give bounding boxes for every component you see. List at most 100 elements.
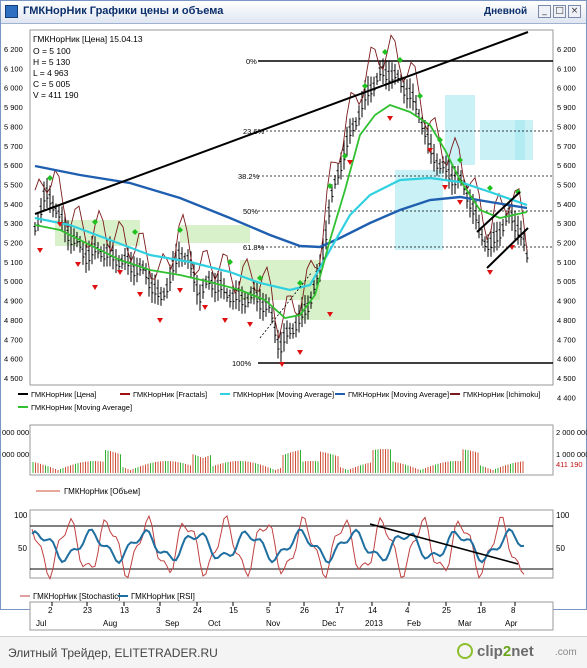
price-tick-left: 4 800 [4,316,23,325]
price-tick-right: 6 000 [557,84,576,93]
fractal-down-marker [457,200,463,205]
x-day-label: 3 [156,606,161,615]
x-month-label: Oct [208,619,221,628]
logo-rest: net [511,643,534,660]
ma-fast-line [34,176,528,292]
fractal-down-marker [177,288,183,293]
price-tick-left: 5 700 [4,142,23,151]
price-title: ГМКНорНик [Цена] 15.04.13 [33,34,143,44]
x-day-label: 23 [83,606,92,615]
fractal-down-marker [222,318,228,323]
x-day-label: 24 [193,606,202,615]
volume-legend-label: ГМКНорНик [Объем] [64,487,140,496]
period-label: Дневной [484,6,528,17]
price-tick-right: 5 600 [557,161,576,170]
price-tick-right: 4 800 [557,316,576,325]
price-tick-left: 5 100 [4,258,23,267]
price-tick-right: 4 900 [557,297,576,306]
x-month-label: 2013 [365,619,383,628]
price-tick-left: 5 900 [4,103,23,112]
close-button[interactable]: × [568,5,581,18]
volume-bars [32,449,524,473]
fractal-up-marker [437,137,443,143]
fractal-down-marker [37,248,43,253]
ma-green-line [34,104,528,319]
fractal-up-marker [132,229,138,235]
fractal-down-marker [327,312,333,317]
price-tick-left: 5 400 [4,200,23,209]
fractal-up-marker [297,280,303,286]
fib-level-label: 61.8% [243,243,265,252]
ichimoku-line [34,34,528,339]
oscillator-axis: 100 50 100 50 [14,511,570,553]
x-day-label: 26 [300,606,309,615]
price-tick-right: 5 005 [557,277,576,286]
price-tick-left: 5 000 [4,277,23,286]
fractal-up-marker [487,185,493,191]
fractal-down-marker [279,362,285,367]
app-icon [5,5,18,18]
fractal-up-marker [327,183,333,189]
ohlc-low: L = 4 963 [33,68,69,78]
fractal-down-marker [75,262,81,267]
logo-accent: 2 [502,643,512,660]
x-day-label: 5 [266,606,271,615]
price-tick-left: 5 800 [4,122,23,131]
volume-last-value: 411 190 [556,460,583,469]
ohlc-open: O = 5 100 [33,46,71,56]
osc-tick-right-50: 50 [556,544,565,553]
fractal-up-marker [397,57,403,63]
price-tick-right: 6 100 [557,64,576,73]
fractal-down-marker [57,222,63,227]
price-tick-right: 4 400 [557,393,576,402]
volume-tick-left-1: 000 000 [2,428,29,437]
price-panel[interactable] [29,29,554,386]
price-legend-label: ГМКНорНик [Цена] [31,390,96,399]
osc-tick-right-100: 100 [556,511,570,520]
channel-line-bottom [486,227,529,269]
price-tick-right: 5 700 [557,142,576,151]
clip2net-logo[interactable]: clip2net .com [457,642,582,664]
fractal-down-marker [487,270,493,275]
clip2net-logo-suffix: .com [555,647,577,658]
x-day-label: 4 [405,606,410,615]
x-day-label: 17 [335,606,344,615]
fib-level-label: 50% [243,207,258,216]
price-legend-label: ГМКНорНик [Moving Average] [31,403,132,412]
price-tick-left: 4 900 [4,297,23,306]
price-legend: ГМКНорНик [Цена] ГМКНорНик [Fractals] ГМКН… [18,390,540,412]
fractal-up-marker [227,259,233,265]
clip2net-logo-icon [457,643,473,659]
x-month-label: Aug [103,619,117,628]
price-tick-left: 6 100 [4,64,23,73]
fractal-down-marker [202,305,208,310]
x-month-label: Mar [458,619,472,628]
price-bars [33,58,529,362]
price-tick-right: 5 500 [557,180,576,189]
price-tick-left: 4 600 [4,355,23,364]
window-titlebar[interactable]: ГМКНорНик Графики цены и объема Дневной … [1,1,586,24]
maximize-button[interactable]: □ [553,5,566,18]
volume-tick-right-2: 1 000 000 [556,450,587,459]
x-axis-labels: 2 23 13 3 24 15 5 26 17 14 4 25 18 8 Jul Aug Sep Oct Nov De… [36,602,518,628]
rsi-line [31,527,525,565]
x-day-label: 8 [511,606,516,615]
rsi-legend-label: ГМКНорНик [RSI] [131,592,195,601]
price-legend-label: ГМКНорНик [Moving Average] [348,390,449,399]
volume-tick-right-1: 2 000 000 [556,428,587,437]
stochastic-line [31,514,525,581]
price-tick-right: 5 300 [557,219,576,228]
fractal-down-marker [297,350,303,355]
price-legend-label: ГМКНорНик [Fractals] [133,390,207,399]
fractal-down-marker [137,292,143,297]
chart-canvas[interactable]: 0% 23.6% 38.2% 50% 61.8% 100% ГМКНорНик [Цена… [0,0,587,636]
price-legend-label: ГМКНорНик [Ichimoku] [463,390,540,399]
price-legend-label: ГМКНорНик [Moving Average] [233,390,334,399]
fib-level-label: 38.2% [238,172,260,181]
fib-level-label: 0% [246,57,257,66]
price-tick-left: 4 700 [4,335,23,344]
osc-tick-left-100: 100 [14,511,28,520]
x-day-label: 13 [120,606,129,615]
minimize-button[interactable]: _ [538,5,551,18]
x-month-label: Feb [407,619,421,628]
